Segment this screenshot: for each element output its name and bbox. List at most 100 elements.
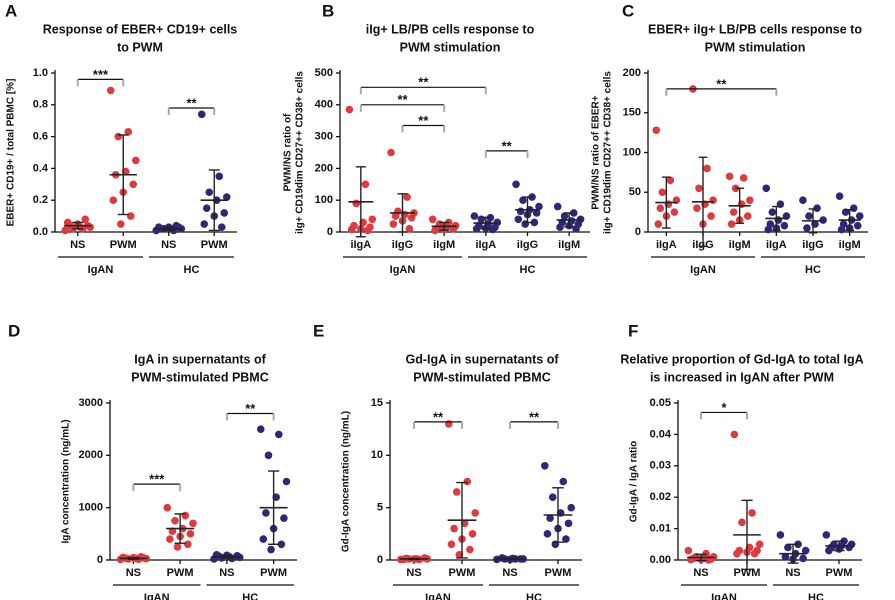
data-point [428, 215, 437, 224]
x-tick-label: NS [785, 567, 800, 579]
y-tick-label: 0.01 [650, 523, 671, 535]
data-point [431, 226, 439, 235]
significance-label: ** [529, 409, 540, 424]
data-point [755, 540, 764, 549]
data-point [729, 208, 738, 216]
group-label: HC [808, 592, 824, 600]
data-point [556, 223, 564, 232]
y-tick-label: 10 [371, 449, 383, 461]
data-point [693, 204, 701, 212]
y-axis-label: iIg+ CD19dim CD27++ CD38+ cells [295, 71, 306, 234]
data-point [768, 208, 777, 216]
y-tick-label: 0.02 [650, 491, 671, 503]
y-tick-label: 3000 [79, 397, 103, 409]
group-label: IgAN [88, 264, 114, 276]
chart-title: to PWM [117, 40, 163, 54]
significance-label: ** [186, 95, 197, 110]
x-tick-label: PWM [734, 567, 761, 579]
data-point [703, 164, 711, 173]
y-axis-label: iIg+ CD19dim CD27++ CD38+ cells [603, 71, 614, 234]
data-point [516, 207, 525, 216]
x-tick-label: PWM [110, 239, 137, 251]
data-point [119, 553, 127, 562]
data-point [656, 204, 665, 212]
data-point [262, 509, 270, 517]
data-point [463, 477, 472, 486]
data-point [498, 554, 506, 562]
data-point [745, 196, 754, 204]
x-tick-label: iIgA [350, 239, 371, 251]
data-point [567, 503, 575, 512]
group-label: HC [526, 592, 542, 600]
data-point [666, 176, 675, 185]
y-tick-label: 0.4 [33, 162, 49, 174]
x-tick-label: iIgA [475, 239, 496, 251]
x-tick-label: iIgG [802, 239, 823, 251]
data-point [452, 488, 461, 496]
panel: A Response of EBER+ CD19+ cells to PWM EBER… [5, 1, 237, 275]
x-tick-label: iIgA [656, 239, 677, 251]
data-point [564, 519, 573, 528]
y-tick-label: 1.0 [33, 67, 48, 79]
group-label: IgAN [390, 264, 416, 276]
data-point [799, 554, 807, 563]
y-tick-label: 100 [623, 146, 641, 158]
data-point [855, 212, 864, 220]
significance-label: ** [418, 113, 429, 128]
data-point [222, 193, 231, 201]
data-point [277, 540, 286, 549]
x-tick-label: NS [406, 567, 421, 579]
significance-label: *** [149, 472, 165, 487]
y-tick-label: 1000 [79, 502, 103, 514]
x-tick-label: PWM [826, 567, 853, 579]
data-point [530, 218, 539, 227]
panel-label: C [622, 1, 634, 20]
data-point [407, 213, 416, 222]
significance-label: ** [245, 401, 256, 416]
y-tick-label: 300 [315, 131, 333, 143]
data-point [572, 225, 580, 233]
data-point [468, 530, 477, 538]
data-point [205, 188, 214, 197]
x-tick-label: NS [161, 239, 176, 251]
chart-title: Gd-IgA in supernatants of [405, 352, 559, 366]
chart-title: PWM-stimulated PBMC [131, 370, 269, 384]
x-tick-label: iIgM [839, 239, 861, 251]
panel-label: A [5, 1, 17, 20]
x-tick-label: NS [693, 567, 708, 579]
panel: D IgA in supernatants of PWM-stimulated PB… [8, 321, 297, 600]
significance-label: ** [433, 409, 444, 424]
x-tick-label: iIgM [433, 239, 455, 251]
data-point [345, 105, 354, 114]
data-point [684, 546, 693, 555]
data-point [825, 546, 833, 555]
y-axis-label: Gd-IgA concentration (ng/mL) [341, 411, 352, 552]
chart-title: Response of EBER+ CD19+ cells [43, 22, 238, 36]
data-point [750, 549, 759, 558]
data-point [725, 172, 734, 181]
data-point [803, 224, 811, 232]
data-point [197, 110, 206, 119]
chart-title: PWM stimulation [705, 40, 806, 54]
x-tick-label: NS [126, 567, 141, 579]
y-tick-label: 5 [377, 502, 383, 514]
data-point [471, 509, 480, 517]
data-point [368, 215, 377, 224]
y-tick-label: 0.04 [650, 428, 672, 440]
significance-label: ** [502, 138, 513, 153]
data-point [114, 132, 123, 141]
y-tick-label: 0.8 [33, 99, 48, 111]
data-point [267, 545, 275, 554]
chart-title: PWM stimulation [400, 40, 501, 54]
panel-label: D [8, 321, 20, 340]
y-tick-label: 0 [635, 226, 641, 238]
data-point [512, 180, 520, 189]
data-point [822, 531, 831, 539]
data-point [116, 220, 125, 228]
data-point [553, 202, 562, 211]
group-label: HC [520, 264, 536, 276]
data-point [801, 546, 810, 555]
data-point [845, 543, 853, 552]
significance-label: ** [716, 76, 727, 91]
data-point [387, 148, 395, 157]
